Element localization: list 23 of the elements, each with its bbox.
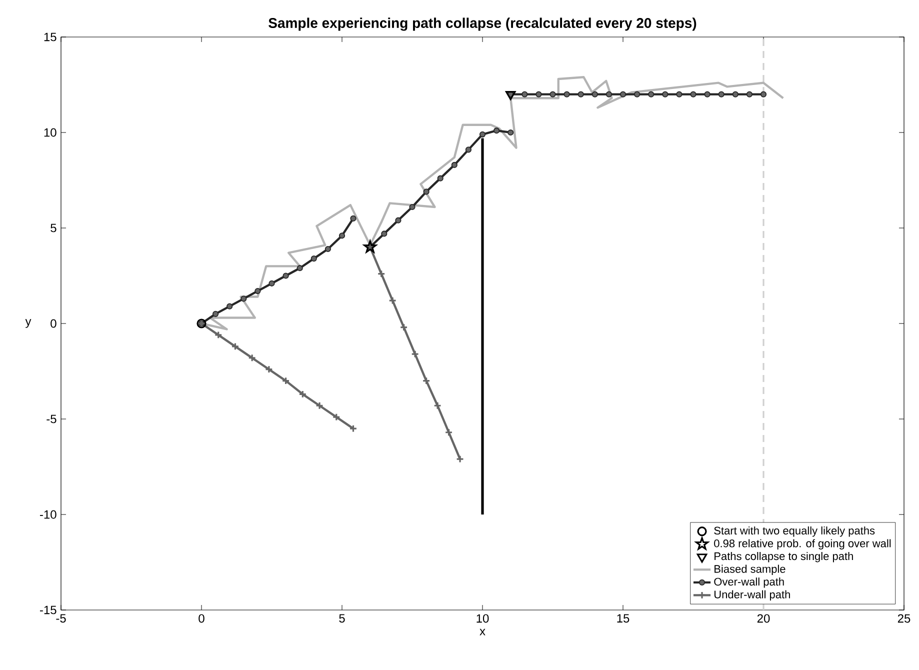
legend-label: Start with two equally likely paths [714,526,875,537]
y-tick-label: 5 [50,224,56,232]
x-tick-label: 5 [339,614,345,623]
x-tick-label: 0 [198,614,204,623]
y-tick-label: -10 [40,510,56,519]
y-tick-label: 0 [50,319,56,328]
legend-label: Paths collapse to single path [714,552,853,562]
x-tick-label: 20 [757,614,770,623]
y-axis-title: y [25,319,32,328]
x-axis-title: x [480,628,486,636]
chart-title: Sample experiencing path collapse (recalculated every 20 steps) [268,18,696,31]
x-tick-label: 25 [898,614,910,623]
y-tick-label: 15 [44,32,56,42]
x-tick-label: -5 [56,614,66,623]
x-tick-label: 10 [476,614,489,623]
legend-label: 0.98 relative prob. of going over wall [714,539,891,550]
y-tick-label: -15 [40,606,56,614]
y-tick-label: 10 [44,128,56,137]
legend-label: Biased sample [714,564,786,576]
legend-label: Over-wall path [714,578,784,588]
legend-label: Under-wall path [714,590,790,601]
x-tick-label: 15 [617,614,630,623]
y-tick-label: -5 [46,414,56,424]
